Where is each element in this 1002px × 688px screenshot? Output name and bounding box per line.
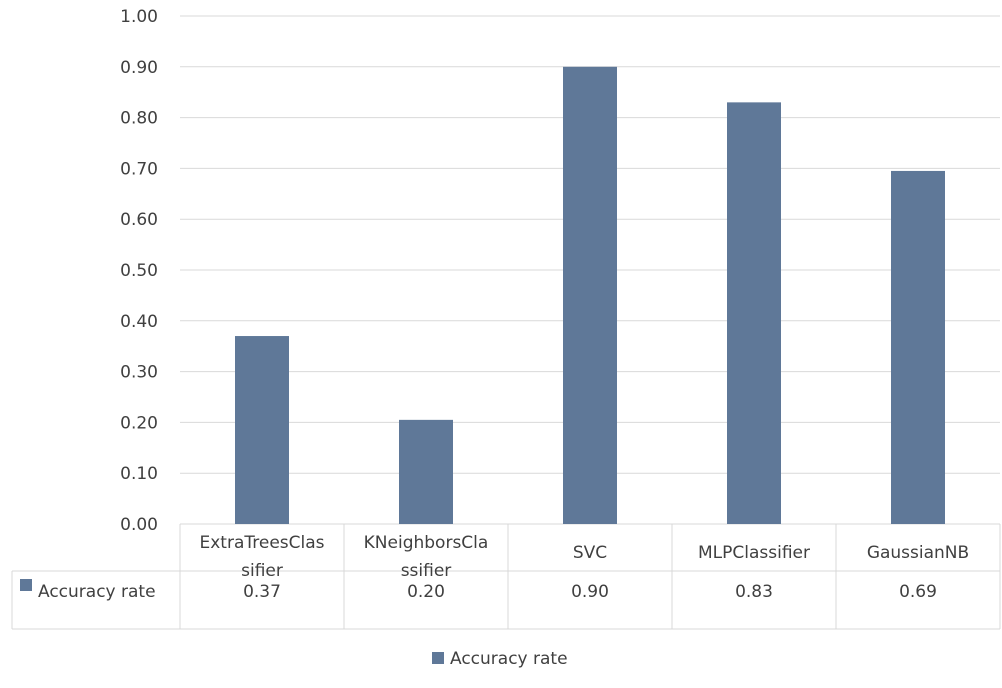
bar-4 bbox=[891, 170, 945, 524]
data-label: 0.90 bbox=[571, 582, 609, 602]
data-label: 0.69 bbox=[899, 582, 937, 602]
data-label: 0.37 bbox=[243, 582, 281, 602]
bar-0 bbox=[235, 336, 289, 524]
table-legend-key bbox=[20, 579, 32, 591]
x-tick-label: KNeighborsCla bbox=[364, 533, 489, 553]
y-tick-label: 0.20 bbox=[120, 413, 158, 433]
y-tick-label: 0.90 bbox=[120, 58, 158, 78]
x-tick-label: ExtraTreesClas bbox=[199, 533, 324, 553]
y-tick-label: 1.00 bbox=[120, 7, 158, 27]
y-tick-label: 0.50 bbox=[120, 261, 158, 281]
x-tick-label: SVC bbox=[573, 543, 607, 563]
x-tick-label: ssifier bbox=[401, 561, 452, 581]
table-series-name: Accuracy rate bbox=[38, 582, 156, 602]
legend-label: Accuracy rate bbox=[450, 649, 568, 669]
bar-3 bbox=[727, 102, 781, 525]
y-tick-label: 0.40 bbox=[120, 312, 158, 332]
x-tick-label: sifier bbox=[241, 561, 283, 581]
y-tick-label: 0.60 bbox=[120, 210, 158, 230]
bar-2 bbox=[563, 66, 617, 525]
data-label: 0.83 bbox=[735, 582, 773, 602]
y-tick-label: 0.30 bbox=[120, 363, 158, 383]
y-tick-label: 0.80 bbox=[120, 109, 158, 129]
y-tick-label: 0.70 bbox=[120, 159, 158, 179]
x-tick-label: GaussianNB bbox=[867, 543, 969, 563]
y-tick-label: 0.00 bbox=[120, 515, 158, 535]
y-tick-label: 0.10 bbox=[120, 464, 158, 484]
bar-1 bbox=[399, 419, 453, 524]
data-label: 0.20 bbox=[407, 582, 445, 602]
x-tick-label: MLPClassifier bbox=[698, 543, 810, 563]
legend-swatch bbox=[432, 652, 444, 664]
